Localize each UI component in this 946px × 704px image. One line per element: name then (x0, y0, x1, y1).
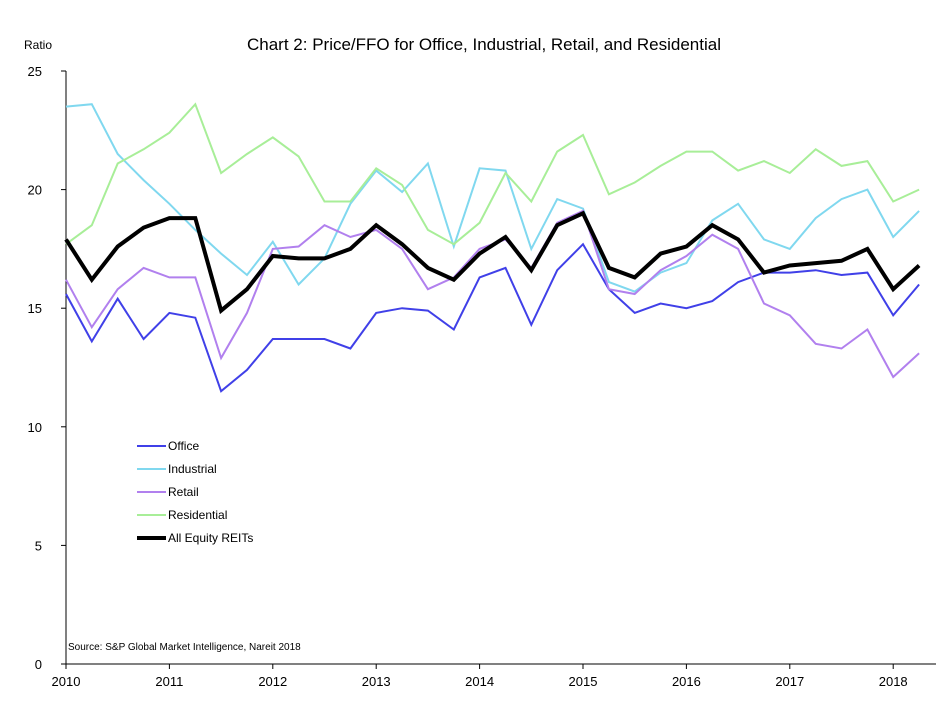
series-lines (64, 102, 921, 393)
x-tick-label: 2012 (258, 674, 287, 689)
y-tick-label: 25 (28, 64, 42, 79)
x-tick-label: 2015 (569, 674, 598, 689)
y-tick-label: 0 (35, 657, 42, 672)
series-line-office (65, 242, 920, 393)
y-tick-label: 20 (28, 183, 42, 198)
source-note: Source: S&P Global Market Intelligence, … (68, 642, 301, 653)
x-tick-label: 2017 (775, 674, 804, 689)
y-axis-label: Ratio (24, 38, 52, 52)
y-tick-label: 10 (28, 420, 42, 435)
y-tick-label: 5 (35, 538, 42, 553)
x-tick-label: 2010 (52, 674, 81, 689)
legend-label-office: Office (168, 439, 199, 453)
legend-label-retail: Retail (168, 485, 199, 499)
x-tick-label: 2011 (155, 674, 183, 689)
series-line-residential (65, 102, 920, 246)
legend-label-all-equity-reits: All Equity REITs (168, 531, 253, 545)
x-tick-label: 2014 (465, 674, 494, 689)
x-tick-label: 2016 (672, 674, 701, 689)
series-line-industrial (65, 103, 920, 293)
legend-label-industrial: Industrial (168, 462, 217, 476)
y-ticks: 0 5 10 15 20 25 (28, 64, 66, 672)
y-tick-label: 15 (28, 301, 42, 316)
series-line-retail (65, 209, 920, 379)
series-line-all-equity-reits (64, 210, 921, 315)
x-tick-label: 2018 (879, 674, 908, 689)
chart-title: Chart 2: Price/FFO for Office, Industria… (247, 35, 721, 54)
legend-label-residential: Residential (168, 508, 227, 522)
x-tick-label: 2013 (362, 674, 391, 689)
legend: Office Industrial Retail Residential All Equ… (137, 439, 253, 545)
x-ticks: 2010 2011 2012 2013 2014 2015 2016 2017 2018 (52, 664, 908, 689)
